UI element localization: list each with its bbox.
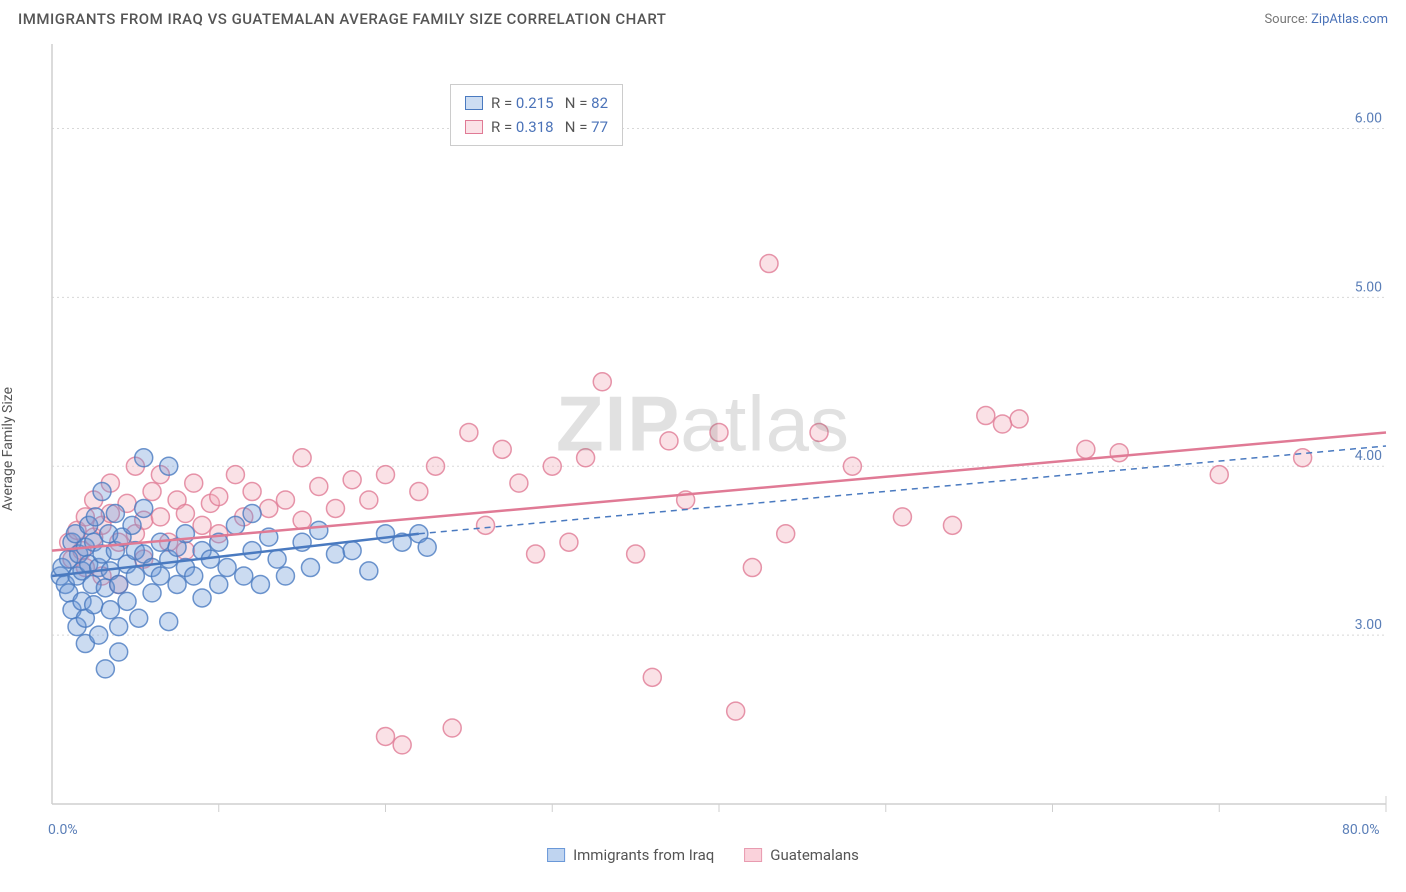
legend-item: Guatemalans: [744, 846, 859, 864]
stats-legend-row: R = 0.215 N = 82: [465, 91, 608, 115]
chart-area: Average Family Size 3.004.005.006.00 ZIP…: [0, 34, 1406, 864]
svg-text:6.00: 6.00: [1355, 110, 1382, 126]
svg-text:3.00: 3.00: [1355, 617, 1382, 633]
stats-legend-row: R = 0.318 N = 77: [465, 115, 608, 139]
svg-text:4.00: 4.00: [1355, 448, 1382, 464]
source-link[interactable]: ZipAtlas.com: [1311, 12, 1388, 27]
chart-header: IMMIGRANTS FROM IRAQ VS GUATEMALAN AVERA…: [0, 0, 1406, 34]
svg-text:5.00: 5.00: [1355, 279, 1382, 295]
bottom-legend: Immigrants from Iraq Guatemalans: [547, 846, 859, 864]
y-axis-label: Average Family Size: [0, 387, 16, 511]
x-axis-min-label: 0.0%: [48, 822, 78, 838]
chart-source: Source: ZipAtlas.com: [1264, 12, 1388, 27]
chart-title: IMMIGRANTS FROM IRAQ VS GUATEMALAN AVERA…: [18, 10, 666, 28]
x-axis-max-label: 80.0%: [1342, 822, 1380, 838]
legend-item: Immigrants from Iraq: [547, 846, 714, 864]
scatter-plot-svg: 3.00 4.00 5.00 6.00: [0, 34, 1406, 864]
stats-legend: R = 0.215 N = 82 R = 0.318 N = 77: [450, 84, 623, 146]
